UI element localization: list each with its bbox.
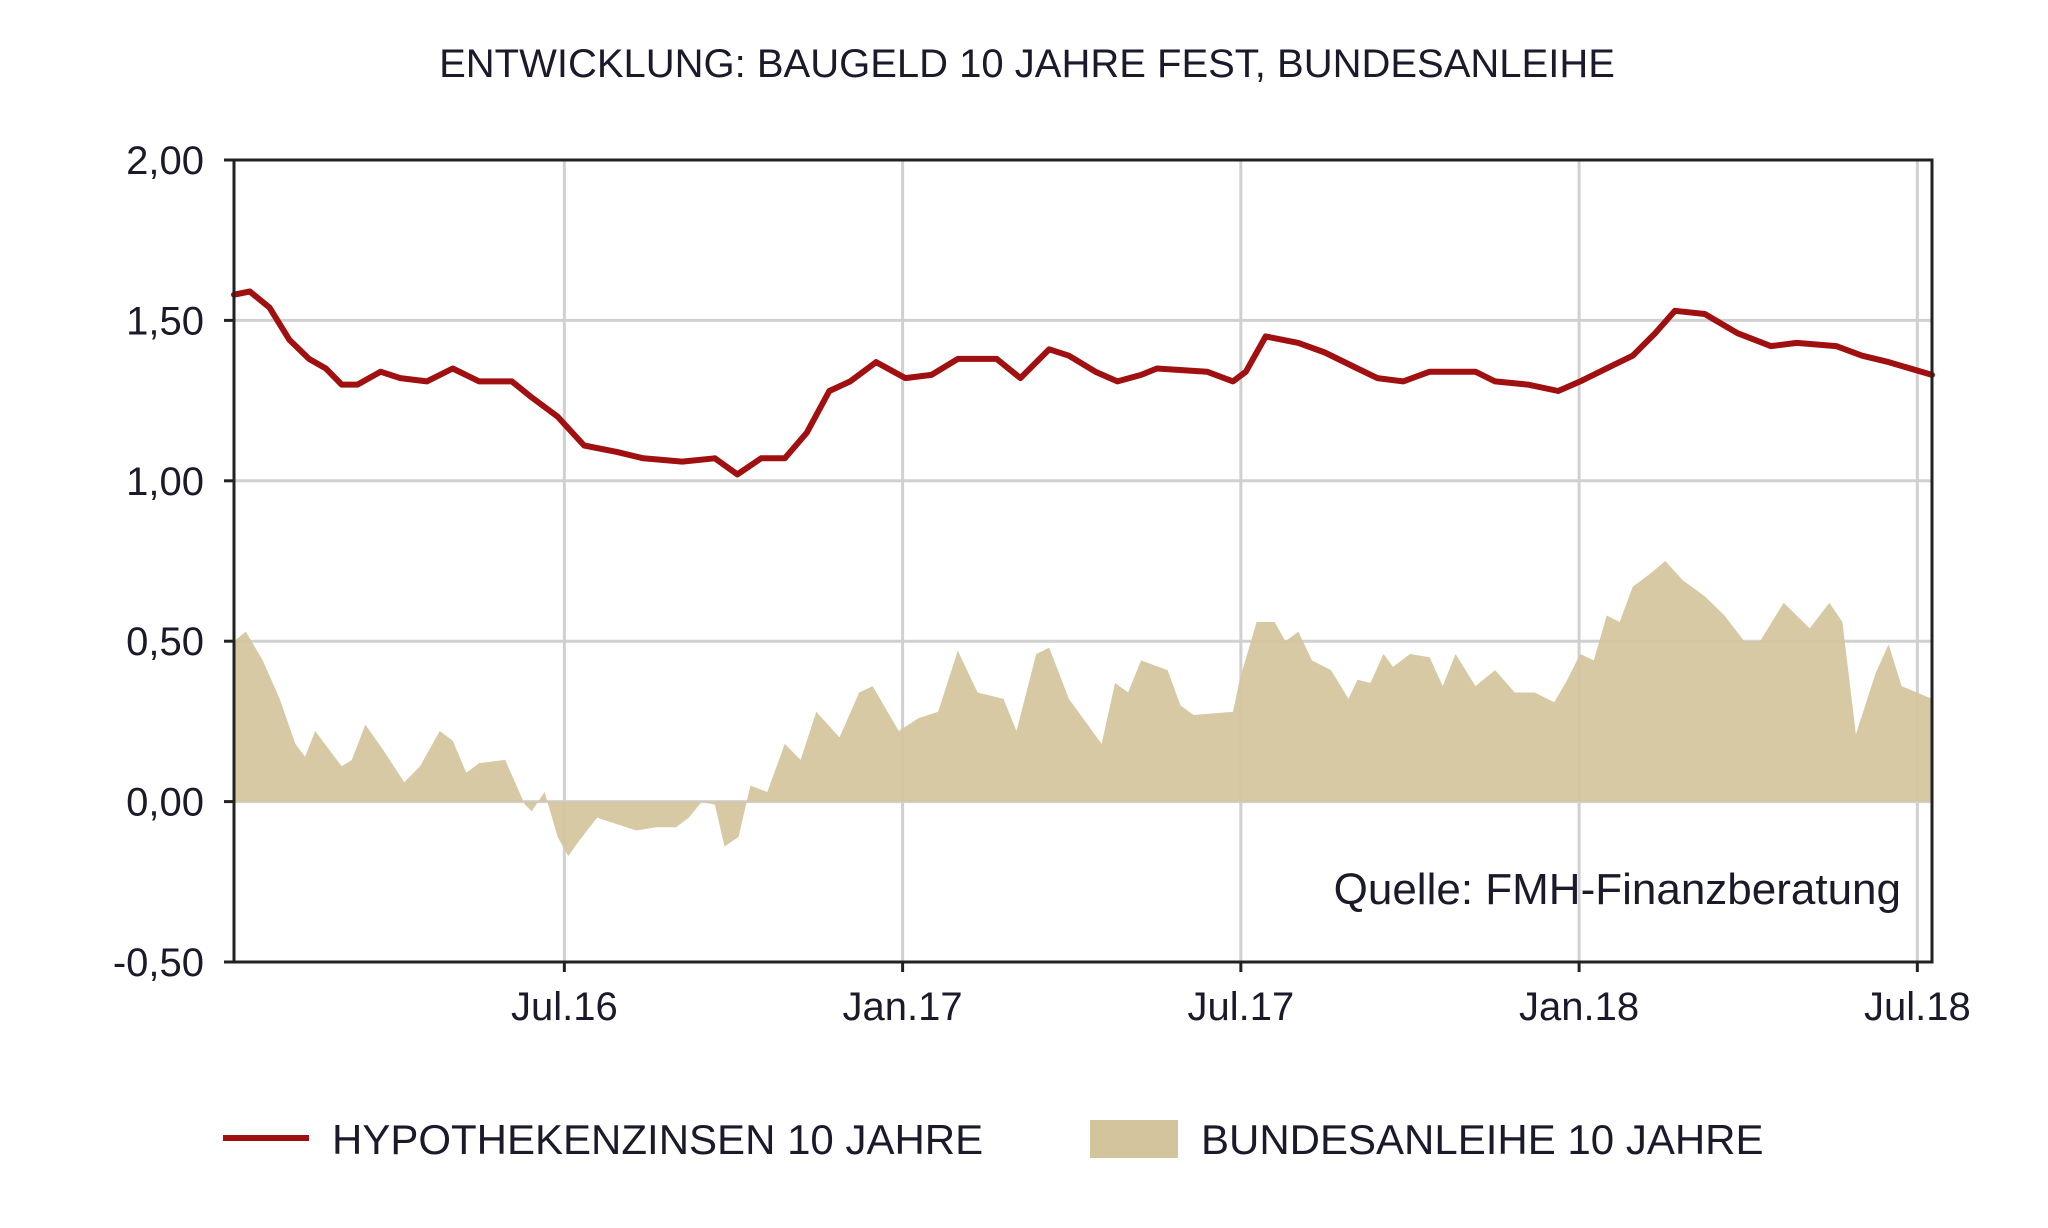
bundesanleihe-area bbox=[234, 561, 1932, 857]
y-tick-label: 0,00 bbox=[126, 781, 204, 825]
y-tick-label: 0,50 bbox=[126, 620, 204, 664]
x-tick-label: Jul.16 bbox=[511, 985, 618, 1029]
legend-label-bundesanleihe: BUNDESANLEIHE 10 JAHRE bbox=[1201, 1116, 1764, 1163]
y-tick-label: 1,50 bbox=[126, 299, 204, 343]
bundesanleihe-area-layer bbox=[234, 561, 1932, 857]
x-tick-label: Jul.17 bbox=[1187, 985, 1294, 1029]
chart-title: ENTWICKLUNG: BAUGELD 10 JAHRE FEST, BUND… bbox=[439, 42, 1615, 86]
x-axis: Jul.16 Jan.17 Jul.17 Jan.18 Jul.18 bbox=[511, 962, 1971, 1029]
x-tick-label: Jan.18 bbox=[1519, 985, 1639, 1029]
legend-label-hypothekenzinsen: HYPOTHEKENZINSEN 10 JAHRE bbox=[332, 1116, 983, 1163]
y-tick-label: -0,50 bbox=[113, 941, 204, 985]
legend-swatch-bundesanleihe bbox=[1090, 1120, 1178, 1158]
x-tick-label: Jul.18 bbox=[1864, 985, 1971, 1029]
y-tick-label: 1,00 bbox=[126, 460, 204, 504]
y-axis: -0,50 0,00 0,50 1,00 1,50 2,00 bbox=[113, 139, 234, 985]
y-tick-label: 2,00 bbox=[126, 139, 204, 183]
gridlines bbox=[234, 158, 1932, 964]
x-tick-label: Jan.17 bbox=[843, 985, 963, 1029]
hypothekenzinsen-line-layer bbox=[231, 288, 1935, 478]
hypothekenzinsen-line bbox=[231, 288, 1935, 478]
source-annotation: Quelle: FMH-Finanzberatung bbox=[1334, 865, 1901, 914]
plot-frame bbox=[232, 158, 1934, 964]
legend: HYPOTHEKENZINSEN 10 JAHRE BUNDESANLEIHE … bbox=[223, 1116, 1764, 1163]
